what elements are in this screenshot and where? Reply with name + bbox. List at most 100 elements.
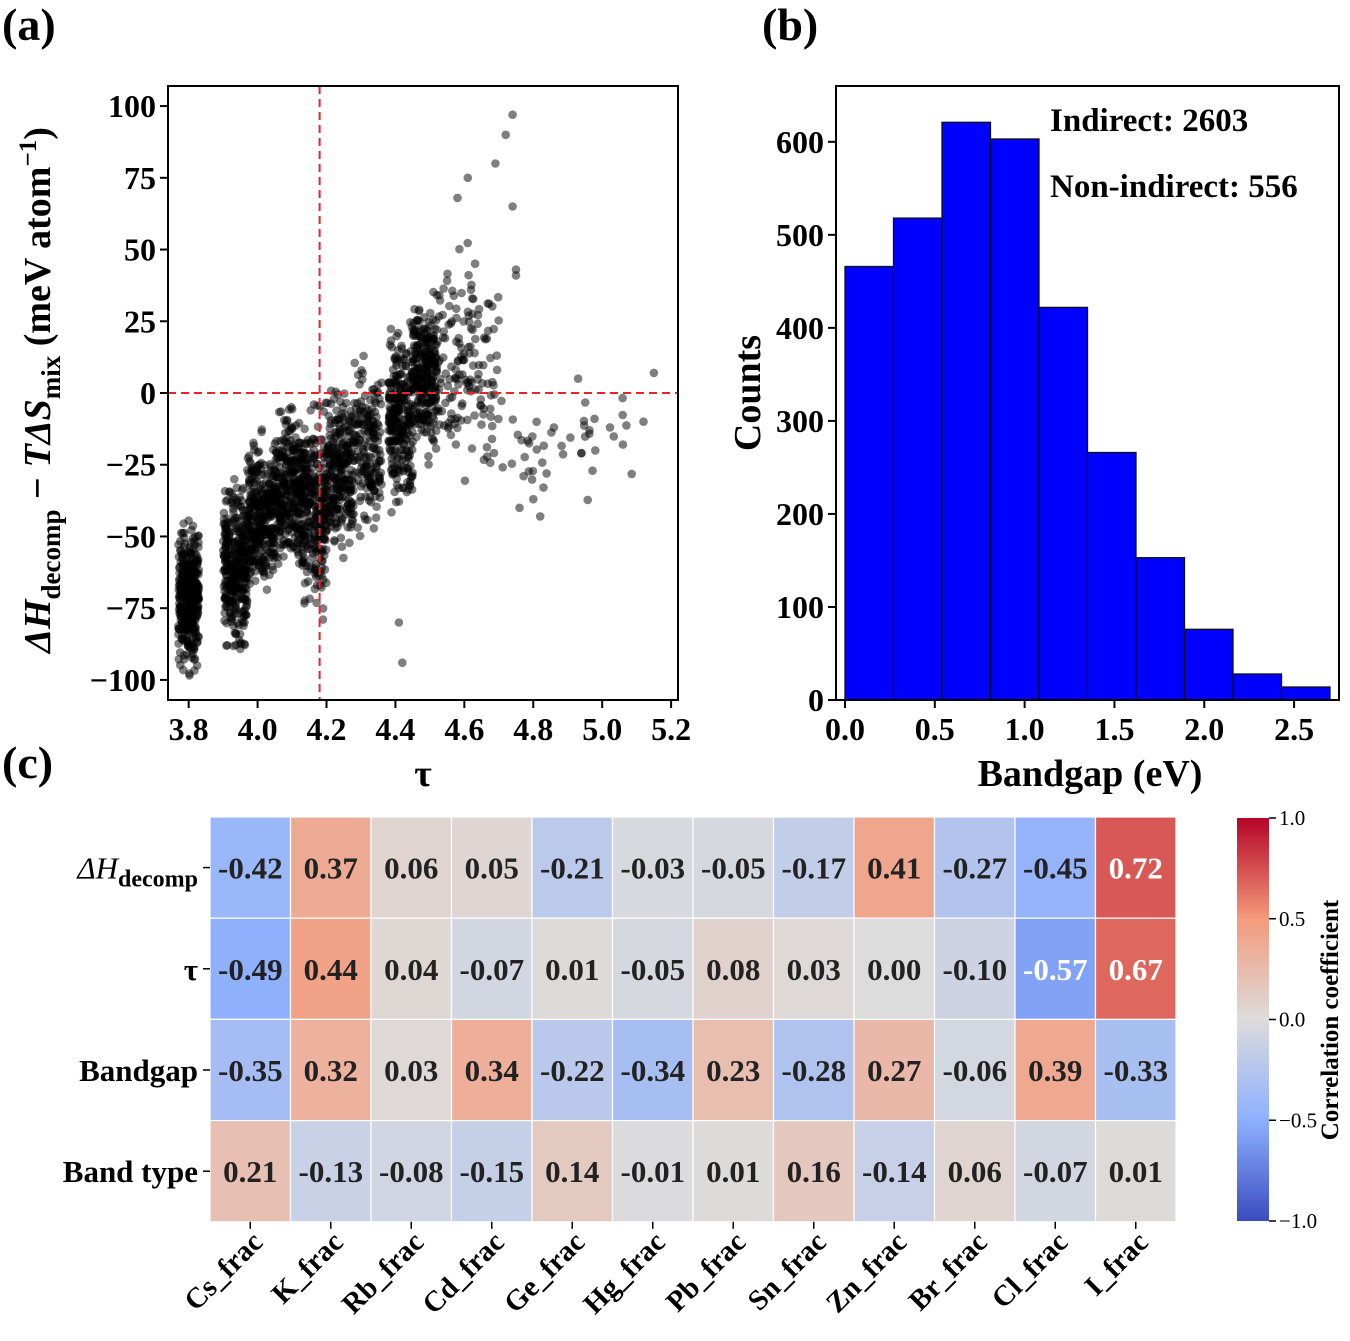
scatter-point [330,536,339,545]
heatmap-cell [611,1119,694,1223]
scatter-point [493,292,503,302]
scatter-point [300,500,310,510]
colorbar-ticks: 1.0 0.5 0.0 −0.5 −1.0 [1269,806,1317,1233]
colorbar: 1.0 0.5 0.0 −0.5 −1.0 Correlation coefficien… [1237,806,1344,1233]
scatter-point [390,487,399,497]
scatter-point [455,244,464,254]
histogram-y-ticks: 0 100 200 300 400 500 600 [776,124,836,718]
scatter-point [257,427,266,437]
scatter-point [190,666,199,675]
scatter-point [262,585,272,594]
scatter-point [466,342,475,351]
heatmap-cell-value: 0.14 [545,1154,599,1189]
ylabel-delta-h: ΔH [17,598,59,655]
scatter-point [224,536,234,545]
scatter-point [501,130,511,140]
scatter-point [434,358,443,367]
scatter-point [413,342,422,351]
scatter-point [322,525,332,535]
scatter-point [366,453,375,462]
heatmap-cell-value: 0.03 [787,952,841,987]
scatter-point [463,238,473,248]
scatter-point [183,617,192,627]
scatter-point [366,497,376,507]
colorbar-gradient [1237,818,1269,1221]
heatmap-cells: -0.42 0.37 0.06 0.05 -0.21 -0.03 -0.05 -0.17 0.4… [209,816,1177,1223]
panel-label-a: (a) [2,0,56,50]
scatter-point [244,468,253,478]
scatter-point [458,370,467,379]
scatter-point [331,451,341,460]
ylabel-units: (meV atom [17,167,59,356]
scatter-point [464,317,474,327]
scatter-point [307,553,317,563]
scatter-point [249,438,258,448]
scatter-point [232,536,242,546]
scatter-point [396,380,406,389]
scatter-point [284,439,293,449]
heatmap-column-label: Cl_frac [986,1226,1075,1315]
scatter-point [288,542,298,551]
scatter-point [440,421,449,430]
heatmap-cell-value: 0.44 [304,952,358,987]
scatter-point [355,496,365,506]
scatter-point [395,419,405,429]
scatter-point [348,509,357,519]
y-tick-label: 100 [776,589,824,625]
heatmap-cell [1094,816,1177,919]
scatter-point [418,358,427,367]
ylabel-exponent: −1 [15,140,42,167]
scatter-point [228,598,237,608]
scatter-point [271,552,280,561]
scatter-point [489,324,499,334]
scatter-point [394,618,404,627]
heatmap-row-label: Bandgap [79,1053,198,1088]
scatter-point [426,397,436,407]
scatter-point [457,288,466,298]
scatter-point [375,394,384,404]
histogram-bar [1232,673,1283,701]
scatter-point [359,351,368,361]
scatter-point [443,269,452,279]
heatmap-cell-value: 0.00 [867,952,921,987]
scatter-point [300,596,310,605]
scatter-point [371,423,380,433]
scatter-point [508,110,517,119]
scatter-point [246,518,256,528]
scatter-point [335,495,345,505]
heatmap-cell [289,816,372,919]
scatter-point [442,276,452,286]
scatter-point [477,420,486,429]
scatter-point [397,341,406,351]
heatmap-cell-value: 0.06 [948,1154,1002,1189]
histogram-bars [844,121,1331,701]
scatter-point [423,380,432,389]
scatter-point [591,446,600,455]
scatter-point [232,495,241,504]
scatter-point [222,618,231,628]
scatter-point [451,440,461,449]
scatter-point [407,472,417,482]
scatter-point [577,449,586,458]
heatmap-cell-value: 0.67 [1109,952,1163,987]
heatmap-cell-value: 0.21 [223,1154,277,1189]
scatter-point [476,400,485,410]
scatter-point [272,483,281,492]
heatmap-cell [1014,1119,1097,1223]
y-tick-label: 75 [124,160,156,196]
scatter-point [386,419,395,428]
x-tick-label: 4.2 [307,711,347,747]
y-tick-label: 0 [808,682,824,718]
histogram-bar [1038,306,1089,701]
scatter-point [366,395,375,405]
scatter-point [177,570,187,579]
scatter-point [470,411,479,420]
heatmap-cell [1014,1018,1097,1122]
heatmap-cell [933,1018,1016,1122]
heatmap-cell-value: -0.57 [1023,952,1088,987]
x-tick-label: 2.0 [1184,711,1224,747]
scatter-point [357,366,366,375]
scatter-point [237,485,247,495]
scatter-point [429,419,438,429]
scatter-point [391,497,401,507]
